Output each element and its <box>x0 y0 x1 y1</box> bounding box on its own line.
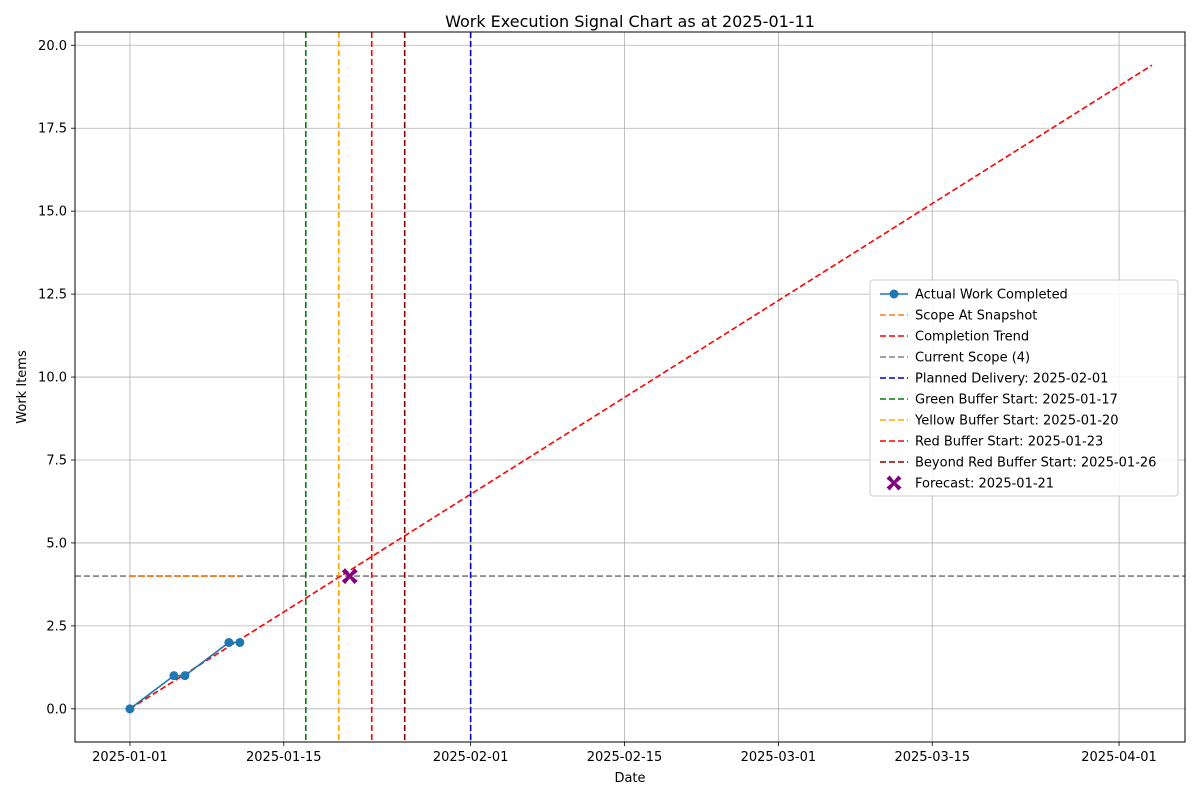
y-tick-label: 7.5 <box>46 453 67 468</box>
plot-series <box>75 32 1185 742</box>
plot-area-frame <box>74 31 1186 743</box>
legend-label: Beyond Red Buffer Start: 2025-01-26 <box>915 456 1156 471</box>
legend-label: Red Buffer Start: 2025-01-23 <box>915 435 1103 450</box>
x-tick-label: 2025-03-01 <box>741 750 817 765</box>
y-tick-label: 10.0 <box>38 371 67 386</box>
axis-ticks: 2025-01-01 2025-01-15 2025-02-01 2025-02-15… <box>38 39 1157 765</box>
legend-label: Planned Delivery: 2025-02-01 <box>915 372 1108 387</box>
y-tick-label: 5.0 <box>46 536 67 551</box>
series-completion-trend <box>129 64 1153 710</box>
legend-entry: Planned Delivery: 2025-02-01 <box>880 372 1108 387</box>
legend: Actual Work Completed Scope At Snapshot Co… <box>869 279 1179 497</box>
legend-label: Yellow Buffer Start: 2025-01-20 <box>914 414 1119 429</box>
y-axis-title: Work Items <box>15 350 30 424</box>
x-tick-label: 2025-01-15 <box>246 750 322 765</box>
x-tick-label: 2025-02-01 <box>433 750 509 765</box>
actual-work-point <box>169 671 179 681</box>
y-tick-label: 15.0 <box>38 205 67 220</box>
y-tick-label: 12.5 <box>38 288 67 303</box>
legend-label: Scope At Snapshot <box>915 309 1037 324</box>
actual-work-point <box>224 637 234 647</box>
legend-entry: Forecast: 2025-01-21 <box>886 475 1054 492</box>
x-tick-label: 2025-04-01 <box>1081 750 1157 765</box>
legend-entry: Green Buffer Start: 2025-01-17 <box>880 393 1118 408</box>
legend-label: Completion Trend <box>915 330 1029 345</box>
y-tick-label: 17.5 <box>38 122 67 137</box>
y-tick-label: 20.0 <box>38 39 67 54</box>
legend-label: Green Buffer Start: 2025-01-17 <box>915 393 1118 408</box>
legend-box <box>869 279 1179 497</box>
legend-label: Current Scope (4) <box>915 351 1030 366</box>
x-tick-label: 2025-03-15 <box>894 750 970 765</box>
x-tick-label: 2025-02-15 <box>587 750 663 765</box>
legend-swatch-marker <box>889 289 899 299</box>
actual-work-point <box>125 704 135 714</box>
chart-title: Work Execution Signal Chart as at 2025-0… <box>445 12 815 31</box>
legend-swatch-forecast <box>886 475 902 491</box>
actual-work-point <box>180 671 190 681</box>
legend-entry: Yellow Buffer Start: 2025-01-20 <box>880 414 1119 429</box>
actual-work-point <box>235 637 245 647</box>
y-tick-label: 0.0 <box>46 702 67 717</box>
y-tick-label: 2.5 <box>46 619 67 634</box>
legend-entry: Scope At Snapshot <box>880 309 1037 324</box>
x-tick-label: 2025-01-01 <box>92 750 168 765</box>
legend-entry: Actual Work Completed <box>880 288 1068 303</box>
legend-entry: Completion Trend <box>880 330 1029 345</box>
legend-entry: Beyond Red Buffer Start: 2025-01-26 <box>880 456 1156 471</box>
legend-entry: Red Buffer Start: 2025-01-23 <box>880 435 1103 450</box>
forecast-marker <box>341 568 358 585</box>
legend-entry: Current Scope (4) <box>880 351 1030 366</box>
legend-label: Actual Work Completed <box>915 288 1068 303</box>
x-axis-title: Date <box>614 771 645 786</box>
legend-label: Forecast: 2025-01-21 <box>915 477 1054 492</box>
